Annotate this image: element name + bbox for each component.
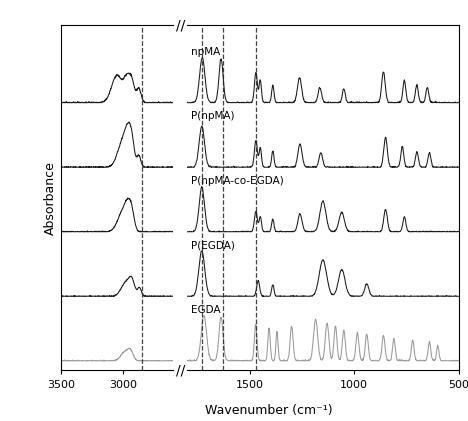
Text: P(EGDA): P(EGDA) [191, 240, 235, 250]
Text: //: // [176, 363, 185, 378]
Y-axis label: Absorbance: Absorbance [44, 161, 57, 235]
Text: P(npMA): P(npMA) [191, 111, 235, 121]
Text: npMA: npMA [191, 47, 220, 56]
Text: //: // [176, 18, 185, 32]
Text: EGDA: EGDA [191, 305, 221, 314]
Text: P(npMA-co-EGDA): P(npMA-co-EGDA) [191, 176, 284, 186]
Text: Wavenumber (cm⁻¹): Wavenumber (cm⁻¹) [205, 404, 333, 417]
